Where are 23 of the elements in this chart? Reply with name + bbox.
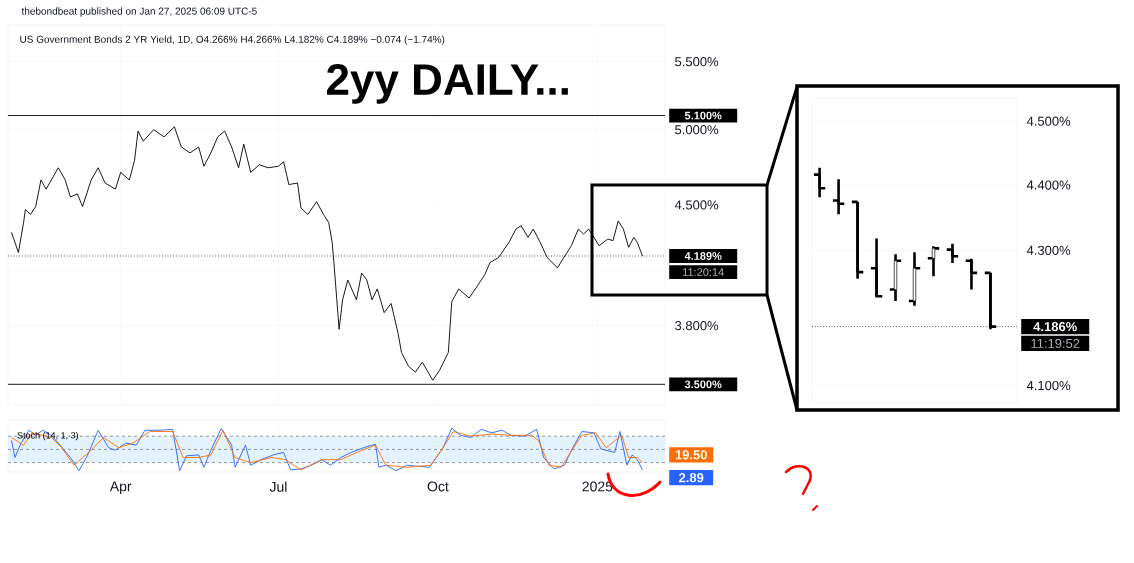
x-tick-label: 2025 bbox=[582, 481, 613, 492]
y-tick-label: 3.800% bbox=[675, 320, 719, 331]
y-tick-label: 5.000% bbox=[675, 125, 719, 135]
y-tick-label: 5.500% bbox=[675, 57, 719, 67]
ref-line-label: 4.186% bbox=[1033, 321, 1077, 332]
y-tick-label: 4.300% bbox=[1026, 245, 1071, 255]
ref-line-label: 5.100% bbox=[684, 111, 722, 120]
y-tick-label: 4.500% bbox=[674, 200, 719, 210]
y-tick-label: 4.400% bbox=[1026, 180, 1071, 190]
x-tick-label: Apr bbox=[109, 481, 132, 495]
text: 2.89 bbox=[679, 473, 704, 483]
text: US Government Bonds 2 YR Yield, 1D, O4.266% H4.266% L4.182% C4.189% −0.074 (−1.74%) bbox=[20, 35, 445, 45]
text: thebondbeat published on Jan 27, 2025 06:09 UTC-5 bbox=[21, 7, 257, 17]
text: 11:20:14 bbox=[683, 268, 724, 276]
y-tick-label: 4.500% bbox=[1026, 116, 1071, 126]
x-tick-label: Jul bbox=[269, 481, 287, 492]
y-tick-label: 4.100% bbox=[1026, 380, 1071, 391]
text: 19.50 bbox=[675, 450, 707, 460]
text: 11:19:52 bbox=[1031, 338, 1080, 348]
ref-line-label: 4.189% bbox=[684, 252, 722, 260]
ref-line-label: 3.500% bbox=[684, 380, 722, 389]
text: 2yy DAILY... bbox=[327, 63, 568, 104]
x-tick-label: Oct bbox=[427, 481, 449, 492]
